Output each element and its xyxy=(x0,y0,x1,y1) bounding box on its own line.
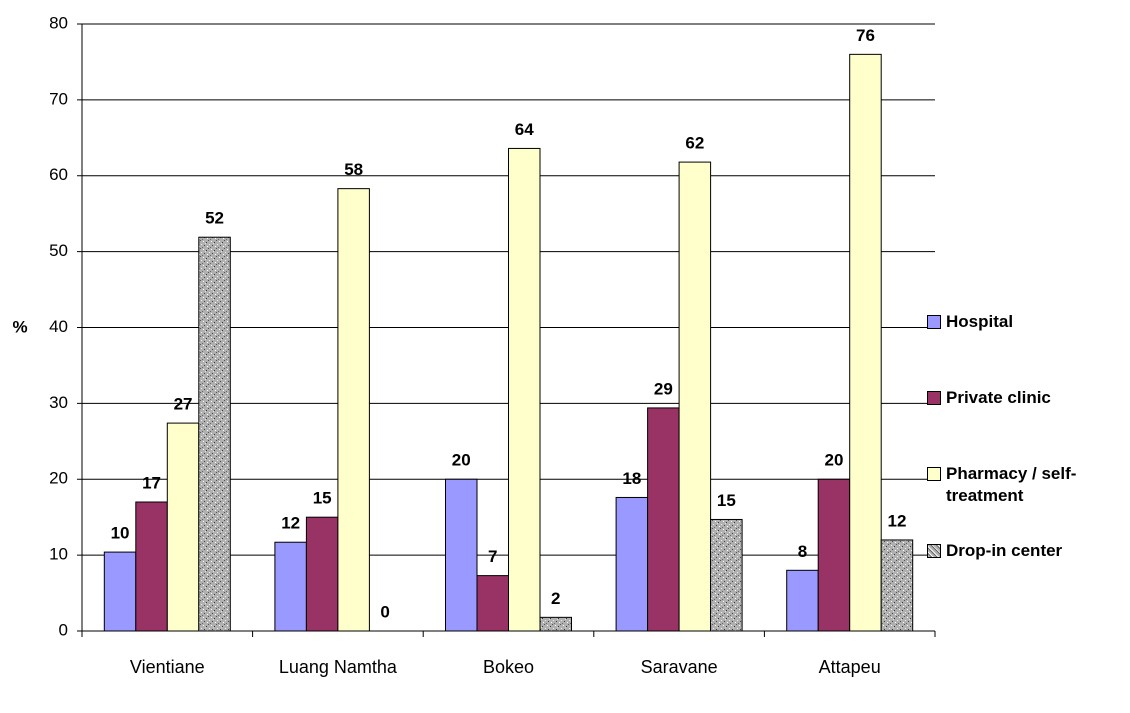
x-tick-label: Bokeo xyxy=(482,657,535,677)
legend-swatch xyxy=(927,391,941,405)
bar xyxy=(849,53,882,632)
bar xyxy=(103,551,137,632)
data-label: 15 xyxy=(717,491,736,510)
data-label: 17 xyxy=(142,473,161,492)
data-label: 12 xyxy=(887,511,906,530)
bar xyxy=(710,518,743,632)
data-label: 27 xyxy=(174,395,193,414)
legend-item: Drop-in center xyxy=(927,540,1116,562)
legend-item: Pharmacy / self-treatment xyxy=(927,463,1116,507)
bar xyxy=(445,478,478,632)
y-tick-label: 50 xyxy=(49,241,68,260)
bar xyxy=(647,407,680,632)
data-label: 29 xyxy=(654,379,673,398)
data-label: 58 xyxy=(344,160,363,179)
data-label: 8 xyxy=(798,542,807,561)
y-tick-label: 80 xyxy=(49,13,68,32)
data-label: 2 xyxy=(551,589,560,608)
bar xyxy=(337,188,370,632)
bar xyxy=(305,516,339,632)
data-label: 76 xyxy=(856,26,875,45)
y-tick-label: 10 xyxy=(49,545,68,564)
data-label: 0 xyxy=(380,602,389,621)
bar xyxy=(786,569,819,632)
data-label: 20 xyxy=(452,451,471,470)
x-tick-label: Vientiane xyxy=(129,657,205,677)
data-label: 52 xyxy=(205,209,224,228)
data-label: 7 xyxy=(488,547,497,566)
bar xyxy=(508,147,541,632)
bar xyxy=(880,539,914,632)
y-tick-label: 30 xyxy=(49,393,68,412)
legend-label: Hospital xyxy=(946,312,1014,331)
data-label: 10 xyxy=(111,524,130,543)
legend-label: Pharmacy / self-treatment xyxy=(946,464,1077,505)
data-label: 12 xyxy=(281,514,300,533)
y-tick-label: 60 xyxy=(49,165,68,184)
bar xyxy=(615,496,649,632)
data-label: 20 xyxy=(824,451,843,470)
legend-swatch xyxy=(927,544,941,558)
bar xyxy=(198,236,231,632)
legend-swatch xyxy=(927,467,941,481)
legend-label: Private clinic xyxy=(946,388,1051,407)
x-tick-label: Attapeu xyxy=(818,657,881,677)
data-label: 15 xyxy=(313,489,332,508)
bar xyxy=(678,161,712,632)
bar xyxy=(274,541,307,632)
legend-item: Hospital xyxy=(927,311,1116,333)
y-tick-label: 0 xyxy=(59,620,68,639)
legend-item: Private clinic xyxy=(927,387,1116,409)
legend-swatch xyxy=(927,315,941,329)
y-tick-label: 20 xyxy=(49,469,68,488)
legend-label: Drop-in center xyxy=(946,541,1063,560)
y-tick-label: 40 xyxy=(49,317,68,336)
data-label: 64 xyxy=(515,120,534,139)
bar xyxy=(166,422,200,632)
x-tick-label: Luang Namtha xyxy=(278,657,397,677)
y-tick-label: 70 xyxy=(49,89,68,108)
bar xyxy=(539,616,572,632)
x-tick-label: Saravane xyxy=(640,657,718,677)
data-label: 18 xyxy=(622,469,641,488)
bar xyxy=(135,501,168,632)
y-axis-label: % xyxy=(12,317,27,336)
data-label: 62 xyxy=(685,134,704,153)
bar xyxy=(817,478,851,632)
bar xyxy=(476,575,509,632)
